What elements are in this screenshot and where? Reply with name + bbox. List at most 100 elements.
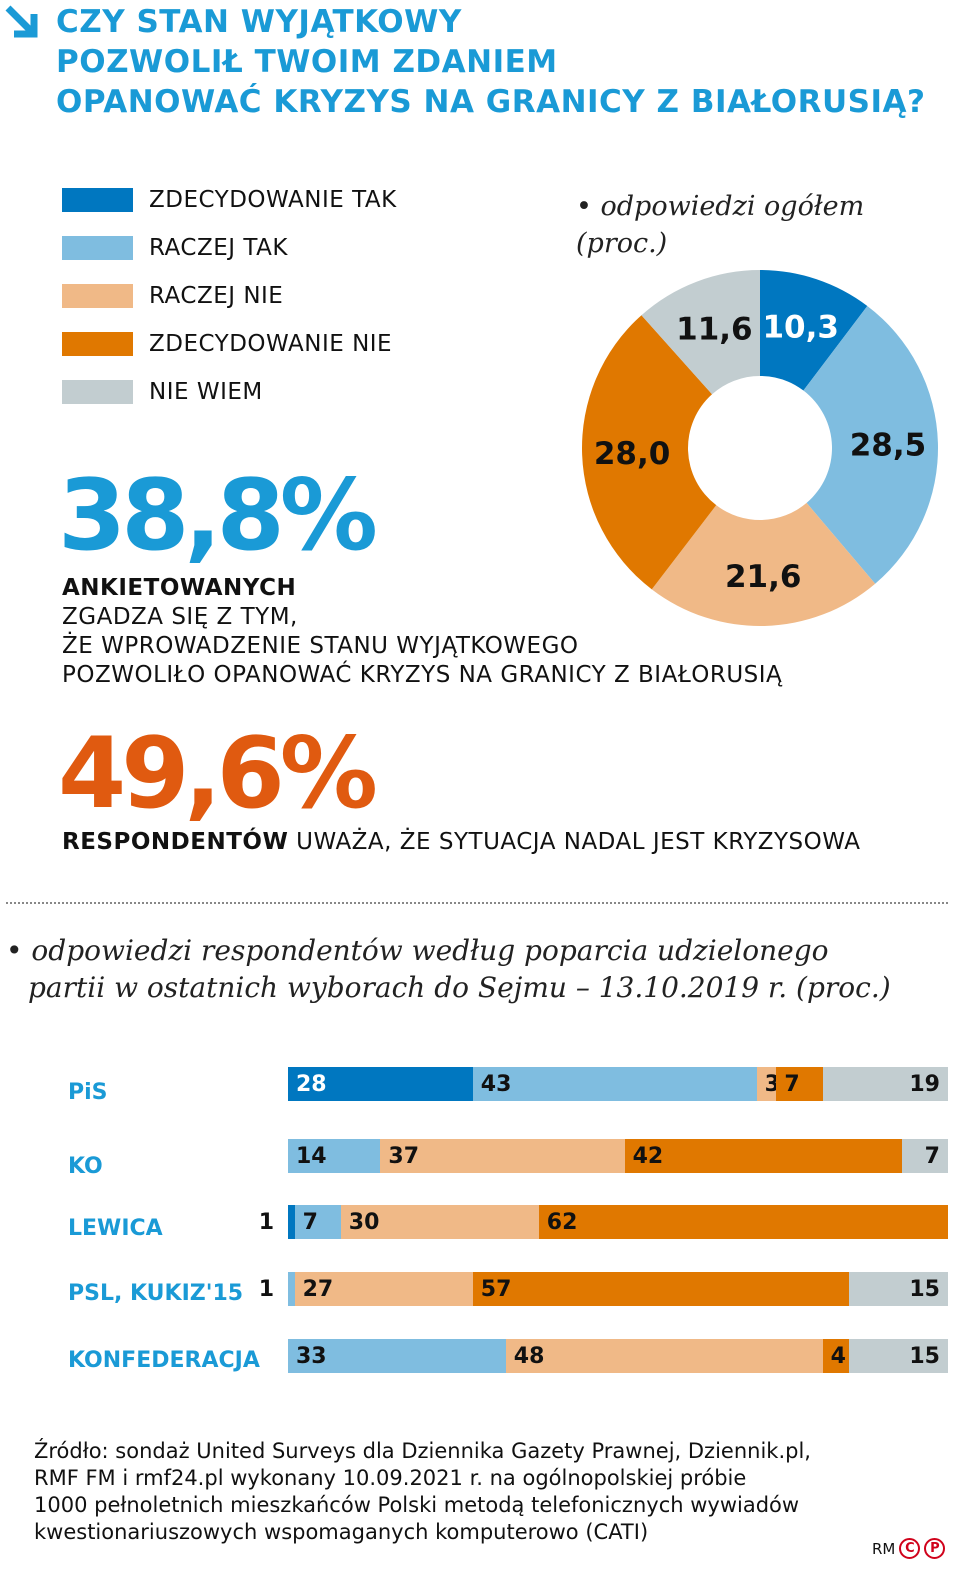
bar-category-label: PiS [68,1080,108,1105]
bar-segment: 42 [624,1139,902,1173]
bar-segment: 43 [472,1067,757,1101]
pie-slice [803,305,938,584]
legend-item: RACZEJ TAK [62,235,288,261]
stat1-line: POZWOLIŁO OPANOWAĆ KRYZYS NA GRANICY Z B… [62,662,783,688]
source-line: RMF FM i rmf24.pl wykonany 10.09.2021 r.… [34,1466,747,1490]
pie-label: 28,5 [850,427,927,463]
stat2-value: 49,6% [58,717,378,831]
bar-segment: 14 [288,1139,381,1173]
bar-segment: 15 [849,1339,948,1373]
bar-segment: 3 [756,1067,780,1101]
legend-item: ZDECYDOWANIE TAK [62,187,397,213]
pie-slice [651,502,876,626]
arrow-down-right-icon [5,5,38,38]
source-line: Źródło: sondaż United Surveys dla Dzienn… [34,1439,811,1463]
bar-category-label: KONFEDERACJA [68,1348,260,1373]
bar-segment: 7 [294,1205,341,1239]
bar-value-label: 42 [632,1144,664,1169]
title-line: POZWOLIŁ TWOIM ZDANIEM [56,44,558,80]
source-note: Źródło: sondaż United Surveys dla Dzienn… [34,1438,811,1546]
bar-segment: 7 [901,1139,948,1173]
stat1-line: ZGADZA SIĘ Z TYM, [62,604,298,630]
donut-chart: 10,3 28,5 21,6 28,0 11,6 [582,270,938,626]
bar-value-label: 15 [909,1277,940,1302]
bar-category-label: LEWICA [68,1216,163,1241]
legend-item: ZDECYDOWANIE NIE [62,331,393,357]
bar-value-label: 48 [513,1344,545,1369]
stacked-bar: 14 37 42 7 [288,1139,948,1173]
legend-item: NIE WIEM [62,379,263,405]
bar-segment: 28 [288,1067,473,1101]
legend-label: ZDECYDOWANIE TAK [149,187,397,213]
stat1-text: ANKIETOWANYCH ZGADZA SIĘ Z TYM, ŻE WPROW… [62,574,782,690]
bar-value-label: 43 [480,1072,512,1097]
title-line: CZY STAN WYJĄTKOWY [56,4,462,40]
legend-label: RACZEJ TAK [149,235,288,261]
logo: RM C P [872,1538,946,1559]
bar-segment: 33 [288,1339,506,1373]
title-line: OPANOWAĆ KRYZYS NA GRANICY Z BIAŁORUSIĄ? [56,84,926,120]
pie-label: 11,6 [676,311,753,347]
stat1-bold: ANKIETOWANYCH [62,575,297,601]
legend-swatch [62,332,133,356]
bar-value-label: 4 [830,1344,846,1369]
pie-label: 10,3 [762,310,839,346]
bar-value-label: 33 [296,1344,327,1369]
bar-segment: 48 [505,1339,823,1373]
divider [6,902,948,904]
bar-category-label: PSL, KUKIZ'15 [68,1281,244,1306]
bar-segment: 1 [259,1205,295,1239]
bar-value-label: 19 [909,1072,940,1097]
pie-slice [641,270,760,395]
pie-label: 28,0 [594,436,671,472]
legend-swatch [62,188,133,212]
legend-label: ZDECYDOWANIE NIE [149,331,393,357]
bar-segment: 62 [538,1205,948,1239]
legend-label: RACZEJ NIE [149,283,284,309]
bar-value-label: 62 [546,1210,578,1235]
bar-value-label: 30 [348,1210,380,1235]
source-line: kwestionariuszowych wspomaganych kompute… [34,1520,649,1544]
bar-value-label: 1 [258,1277,274,1302]
pie-label: 21,6 [725,559,802,595]
legend-swatch [62,284,133,308]
source-line: 1000 pełnoletnich mieszkańców Polski met… [34,1493,800,1517]
pie-slice [582,315,717,590]
bar-segment: 57 [472,1272,849,1306]
bar-segment: 27 [294,1272,473,1306]
pie-title: • odpowiedzi ogółem (proc.) [576,191,865,259]
bar-value-label: 7 [924,1144,940,1169]
bar-value-label: 27 [302,1277,334,1302]
page-title: CZY STAN WYJĄTKOWY POZWOLIŁ TWOIM ZDANIE… [56,2,926,122]
stat2-rest: UWAŻA, ŻE SYTUACJA NADAL JEST KRYZYSOWA [288,829,861,855]
bar-segment: 19 [822,1067,948,1101]
stat2-bold: RESPONDENTÓW [62,829,289,855]
bar-segment: 7 [776,1067,823,1101]
legend-swatch [62,236,133,260]
bar-value-label: 1 [258,1210,274,1235]
stacked-bar: 1 7 30 62 [259,1205,948,1239]
stat2-text: RESPONDENTÓW UWAŻA, ŻE SYTUACJA NADAL JE… [62,828,860,857]
bar-segment: 15 [849,1272,948,1306]
bar-value-label: 14 [296,1144,327,1169]
legend-swatch [62,380,133,404]
bar-value-label: 37 [388,1144,420,1169]
legend-item: RACZEJ NIE [62,283,284,309]
stacked-bar: 1 27 57 15 [259,1272,948,1306]
bar-category-label: KO [68,1154,103,1179]
pie-slice [760,270,868,391]
bar-value-label: 57 [480,1277,512,1302]
legend-label: NIE WIEM [149,379,263,405]
stat1-value: 38,8% [58,459,378,573]
bar-segment: 4 [822,1339,849,1373]
bar-segment: 37 [380,1139,625,1173]
bar-value-label: 7 [784,1072,800,1097]
stacked-bar: 28 43 3 7 19 [288,1067,948,1101]
stat1-line: ŻE WPROWADZENIE STANU WYJĄTKOWEGO [62,633,579,659]
bar-value-label: 28 [296,1072,327,1097]
bar-title: • odpowiedzi respondentów według poparci… [6,934,891,1004]
stacked-bar: 33 48 4 15 [288,1339,948,1373]
bar-value-label: 3 [764,1072,780,1097]
bar-value-label: 7 [302,1210,318,1235]
bar-value-label: 15 [909,1344,940,1369]
